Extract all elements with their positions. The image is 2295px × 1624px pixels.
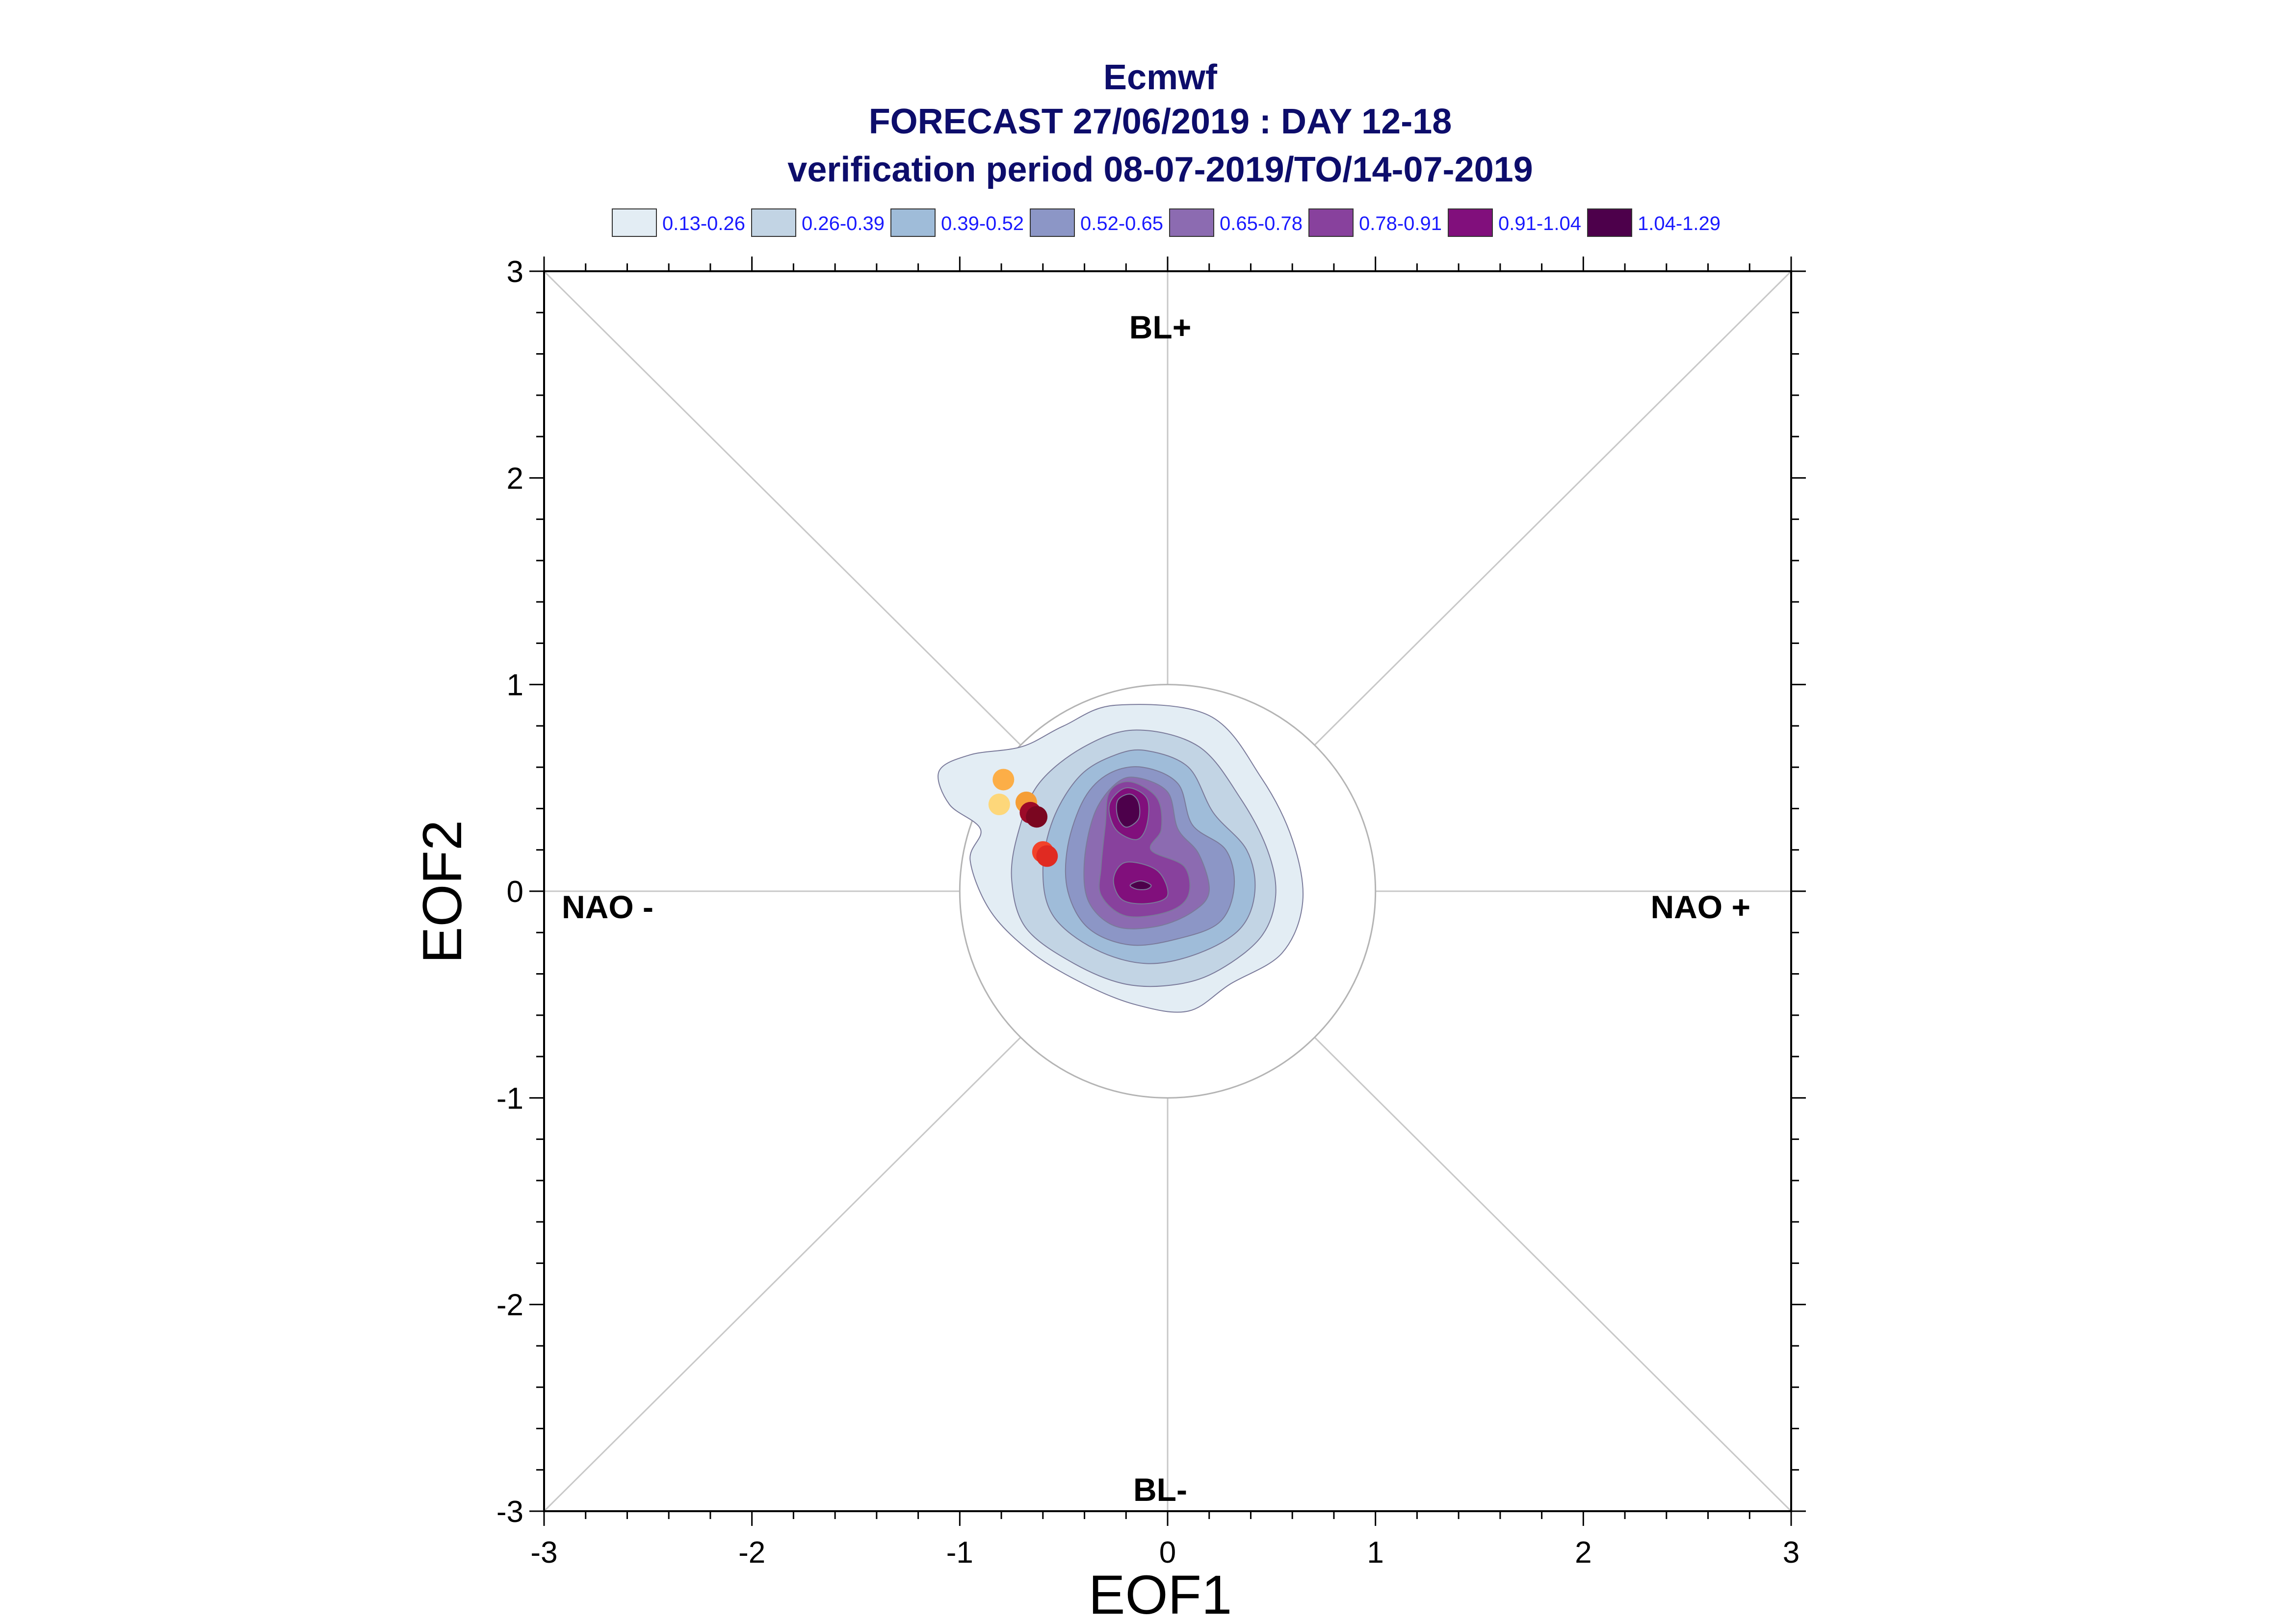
chart-subtitle-verification: verification period 08-07-2019/TO/14-07-… xyxy=(787,150,1533,189)
y-tick-label: 0 xyxy=(507,875,523,909)
x-tick-label: -2 xyxy=(738,1536,765,1570)
legend-label: 0.13-0.26 xyxy=(662,213,745,234)
legend-swatch xyxy=(890,208,936,237)
legend-swatch xyxy=(1308,208,1354,237)
y-tick-label: -1 xyxy=(496,1082,523,1115)
legend-swatch xyxy=(1587,208,1632,237)
legend-swatch xyxy=(1030,208,1075,237)
regime-label-bl-plus: BL+ xyxy=(1129,309,1192,345)
legend-swatch xyxy=(1448,208,1493,237)
scatter-point xyxy=(1026,806,1048,828)
density-contour xyxy=(1116,793,1141,828)
regime-label-bl-minus: BL- xyxy=(1133,1471,1187,1508)
scatter-point xyxy=(992,769,1015,791)
x-tick-label: -1 xyxy=(946,1536,973,1570)
density-contour xyxy=(1129,880,1152,890)
x-tick-label: 2 xyxy=(1575,1536,1591,1570)
legend-label: 0.39-0.52 xyxy=(941,213,1024,234)
y-axis-title: EOF2 xyxy=(412,820,473,964)
x-tick-labels: -3 -2 -1 0 1 2 3 xyxy=(530,1536,1799,1570)
axis-ticks xyxy=(529,257,1806,1526)
legend-label: 0.78-0.91 xyxy=(1359,213,1442,234)
density-contours xyxy=(938,704,1304,1013)
legend-swatch xyxy=(751,208,796,237)
x-tick-label: -3 xyxy=(530,1536,557,1570)
legend-label: 0.26-0.39 xyxy=(802,213,885,234)
y-tick-label: -2 xyxy=(496,1289,523,1322)
regime-label-nao-minus: NAO - xyxy=(562,889,653,925)
y-tick-label: 2 xyxy=(507,462,523,495)
legend-label: 0.65-0.78 xyxy=(1220,213,1303,234)
scatter-points xyxy=(988,769,1058,867)
regime-label-nao-plus: NAO + xyxy=(1650,889,1750,925)
y-tick-labels: 3 2 1 0 -1 -2 -3 xyxy=(496,255,523,1529)
x-tick-label: 0 xyxy=(1159,1536,1176,1570)
y-tick-label: 1 xyxy=(507,669,523,702)
y-tick-label: -3 xyxy=(496,1495,523,1529)
chart-subtitle-forecast: FORECAST 27/06/2019 : DAY 12-18 xyxy=(869,102,1452,141)
legend-label: 1.04-1.29 xyxy=(1638,213,1721,234)
scatter-point xyxy=(1036,845,1058,867)
y-tick-label: 3 xyxy=(507,255,523,289)
x-axis-title: EOF1 xyxy=(1089,1564,1232,1624)
legend-swatch xyxy=(1169,208,1214,237)
x-tick-label: 3 xyxy=(1783,1536,1799,1570)
legend-label: 0.91-1.04 xyxy=(1498,213,1581,234)
legend-swatch xyxy=(612,208,657,237)
x-tick-label: 1 xyxy=(1367,1536,1383,1570)
legend: 0.13-0.26 0.26-0.39 0.39-0.52 0.52-0.65 0.65… xyxy=(612,208,1721,237)
legend-label: 0.52-0.65 xyxy=(1080,213,1163,234)
scatter-point xyxy=(988,794,1010,816)
chart-title: Ecmwf xyxy=(1103,58,1218,97)
plot-area xyxy=(529,257,1806,1526)
